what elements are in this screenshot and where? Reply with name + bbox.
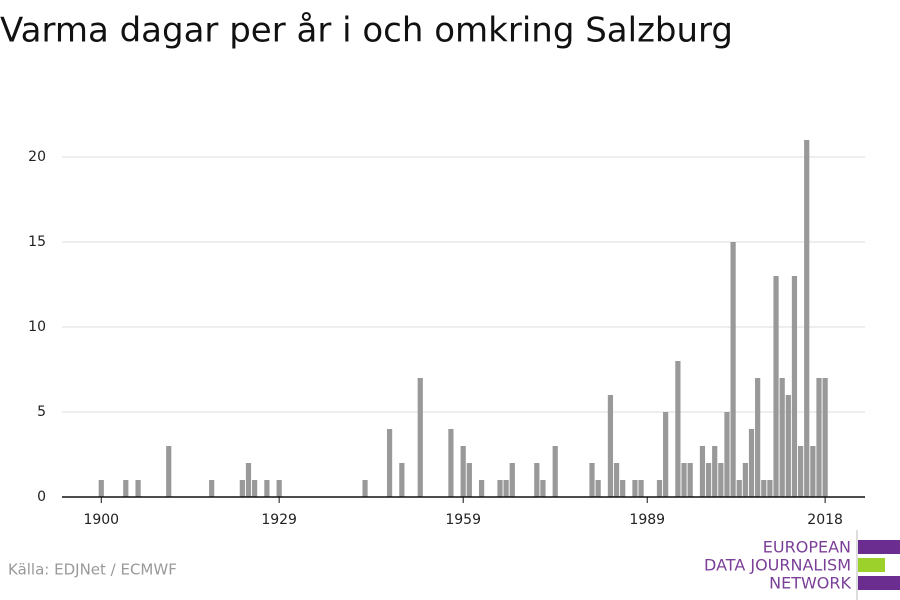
- bar: [712, 446, 718, 497]
- bar: [687, 463, 693, 497]
- bar: [736, 480, 742, 497]
- bar: [705, 463, 712, 497]
- x-tick-label: 2018: [807, 512, 843, 528]
- bar: [748, 429, 755, 497]
- y-tick-label: 0: [37, 489, 46, 505]
- bar: [681, 463, 687, 497]
- bar: [123, 480, 129, 497]
- bar: [755, 378, 761, 497]
- bar: [607, 395, 614, 497]
- logo-bar: [858, 540, 900, 554]
- bar: [448, 429, 454, 497]
- bar: [779, 378, 785, 497]
- y-tick-label: 10: [28, 319, 46, 335]
- bar: [252, 480, 258, 497]
- bar: [742, 463, 748, 497]
- source: Källa: EDJNet / ECMWF: [8, 561, 177, 579]
- y-tick-label: 5: [37, 404, 46, 420]
- x-tick-label: 1989: [629, 512, 665, 528]
- bar: [540, 480, 546, 497]
- x-tick-label: 1900: [83, 512, 119, 528]
- bar: [595, 480, 601, 497]
- bar: [613, 463, 620, 497]
- bar: [497, 480, 503, 497]
- bar: [509, 463, 515, 497]
- bar: [718, 463, 724, 497]
- bar: [460, 446, 466, 497]
- bar: [638, 480, 644, 497]
- x-tick-label: 1929: [261, 512, 297, 528]
- bar: [245, 463, 252, 497]
- bar: [362, 480, 368, 497]
- bar: [767, 480, 773, 497]
- bar: [785, 395, 791, 497]
- bar: [209, 480, 215, 497]
- bar: [98, 480, 104, 497]
- bar: [478, 480, 485, 497]
- bar: [534, 463, 540, 497]
- bar: [589, 463, 595, 497]
- bar: [466, 463, 472, 497]
- bar: [417, 378, 423, 497]
- logo-bar: [858, 558, 885, 572]
- bar: [724, 412, 730, 497]
- bar: [761, 480, 767, 497]
- x-tick-label: 1959: [445, 512, 481, 528]
- bar: [804, 140, 810, 497]
- bar: [135, 480, 141, 497]
- bar: [791, 276, 798, 497]
- bar: [810, 446, 816, 497]
- y-tick-label: 20: [28, 149, 46, 165]
- bar: [276, 480, 282, 497]
- bar: [730, 242, 736, 497]
- logo-text: EUROPEAN: [763, 538, 851, 557]
- bar: [656, 480, 663, 497]
- y-tick-label: 15: [28, 234, 46, 250]
- bar: [797, 446, 804, 497]
- chart-title: Varma dagar per år i och omkring Salzbur…: [0, 11, 733, 51]
- bar: [620, 480, 626, 497]
- bar: [239, 480, 245, 497]
- logo: EUROPEAN DATA JOURNALISM NETWORK: [704, 530, 900, 600]
- bar: [552, 446, 558, 497]
- bar: [632, 480, 638, 497]
- bar: [773, 276, 779, 497]
- bar: [399, 463, 405, 497]
- bar: [503, 480, 509, 497]
- bar: [166, 446, 172, 497]
- logo-text: DATA JOURNALISM: [704, 556, 851, 575]
- logo-text: NETWORK: [769, 574, 851, 593]
- bar: [699, 446, 706, 497]
- bar: [675, 361, 681, 497]
- bar: [386, 429, 393, 497]
- logo-bar: [858, 576, 900, 590]
- bar: [822, 378, 828, 497]
- bar: [663, 412, 669, 497]
- bar: [816, 378, 822, 497]
- bar: [264, 480, 270, 497]
